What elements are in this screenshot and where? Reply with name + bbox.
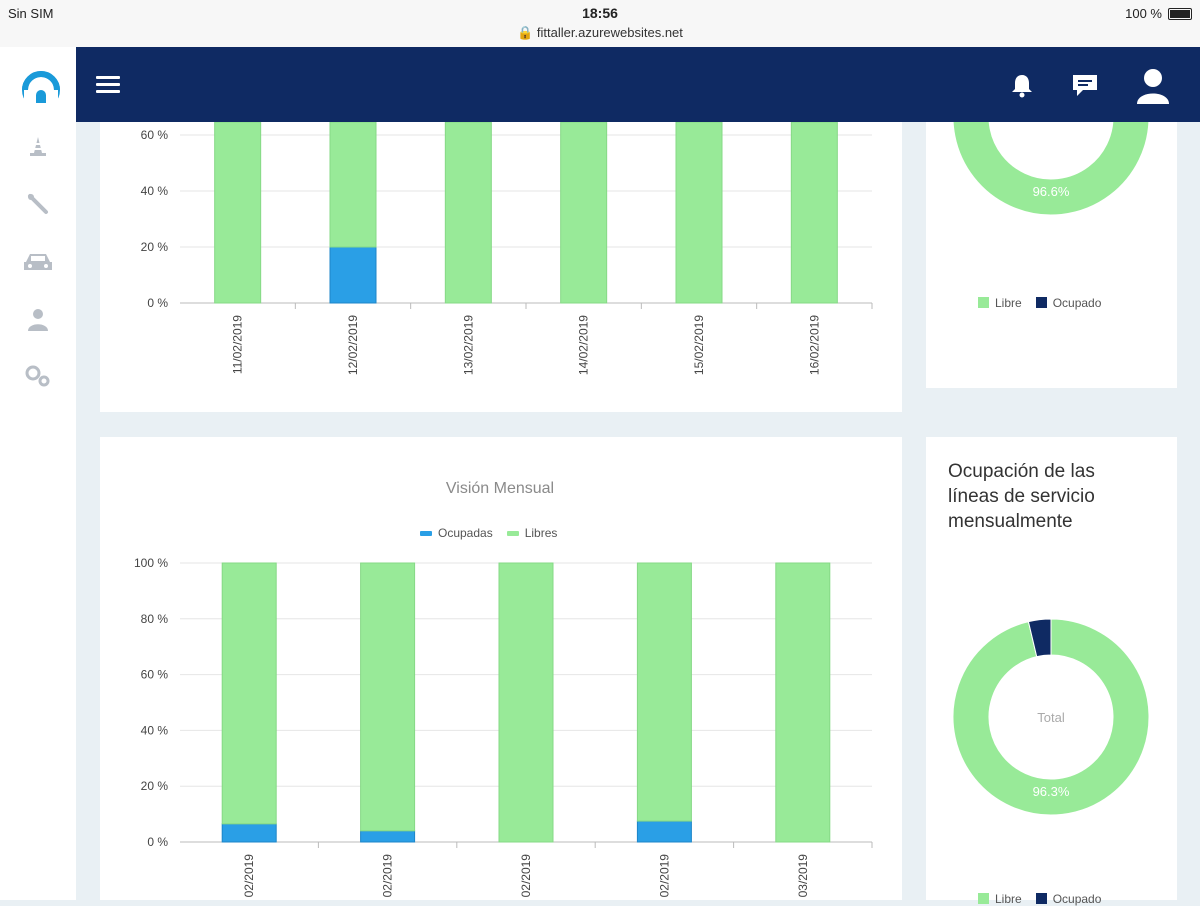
x-tick-label: 15/02/2019 [692,315,706,375]
legend-label: Libre [995,296,1022,310]
car-icon[interactable] [20,250,56,282]
bar-segment-ocupadas [221,823,277,843]
x-tick-label: 13/02/2019 [461,315,475,375]
bell-icon[interactable] [1006,69,1038,101]
weekly-donut-card: 96.6% Libre Ocupado [926,18,1177,388]
donut-center-label: Total [1037,710,1065,725]
legend-label: Ocupado [1052,892,1102,906]
sidebar [0,47,76,900]
bar-segment-ocupadas [636,820,692,843]
x-tick-label: 02/2019 [242,854,256,898]
clock: 18:56 [582,5,618,21]
legend-label: Libres [524,526,558,540]
x-tick-label: 11/02/2019 [231,315,245,374]
bar-segment-libres [444,121,492,304]
legend-label: Libre [995,892,1022,906]
status-bar: Sin SIM 18:56 🔒 fittaller.azurewebsites.… [0,0,1200,47]
y-tick-label: 60 % [141,668,169,682]
y-tick-label: 0 % [147,835,168,849]
card-title: Ocupación de las líneas de servicio mens… [948,461,1095,532]
user-icon[interactable] [1134,65,1172,105]
weekly-donut-chart: 96.6% [952,18,1150,216]
monthly-chart-card: Visión Mensual Ocupadas Libres 0 % 20 % 40 … [100,437,902,900]
legend-item-ocupadas[interactable]: Ocupadas [420,526,493,540]
tools-icon[interactable] [20,192,56,224]
y-tick-label: 20 % [141,779,169,793]
bar-segment-libres [214,121,262,304]
bar-segment-libres [360,562,416,832]
legend-item-ocupado[interactable]: Ocupado [1035,296,1102,310]
bar-segment-libres [636,562,692,822]
chart-title: Visión Mensual [445,480,555,497]
legend-item-libres[interactable]: Libres [506,526,558,540]
top-navigation-bar [76,47,1200,122]
settings-icon[interactable] [20,365,56,397]
weekly-bar-chart: 0 % 20 % 40 % 60 % 11/02/2019 12/02/2019 13/02… [141,121,873,375]
x-tick-label: 02/2019 [381,854,395,898]
bar-segment-libres [775,562,831,843]
legend-label: Ocupado [1052,296,1102,310]
bar-segment-libres [560,121,608,304]
bar-segment-libres [221,562,277,825]
x-tick-label: 14/02/2019 [577,315,591,375]
y-tick-label: 100 % [134,556,168,570]
menu-icon[interactable] [96,76,120,94]
bar-segment-libres [329,121,377,248]
bar-segment-libres [790,121,838,304]
chat-icon[interactable] [1069,69,1101,101]
legend-item-ocupado[interactable]: Ocupado [1035,892,1102,906]
y-tick-label: 0 % [147,296,168,310]
battery-icon [1168,8,1192,20]
x-tick-label: 12/02/2019 [346,315,360,375]
bar-segment-ocupadas [360,830,416,843]
y-tick-label: 40 % [141,723,169,737]
bar-segment-libres [675,121,723,304]
x-tick-label: 16/02/2019 [807,315,821,375]
donut-slice-ocupado [1027,618,1052,658]
y-tick-label: 20 % [141,240,169,254]
address-bar[interactable]: 🔒 fittaller.azurewebsites.net [517,25,683,40]
carrier-label: Sin SIM [8,6,54,21]
x-tick-label: 02/2019 [519,854,533,898]
y-tick-label: 60 % [141,128,169,142]
bar-segment-libres [498,562,554,843]
battery-label: 100 % [1125,6,1162,21]
y-tick-label: 40 % [141,184,169,198]
legend-item-libre[interactable]: Libre [978,296,1022,310]
weekly-chart-card: 0 % 20 % 40 % 60 % 11/02/2019 12/02/2019 13/02… [100,121,902,412]
donut-percent-label: 96.6% [1033,184,1070,199]
donut-slice-libre [952,618,1150,816]
monthly-bar-chart: 0 % 20 % 40 % 60 % 80 % 100 % 02/2019 02/2019 02… [134,556,873,898]
y-tick-label: 80 % [141,612,169,626]
mechanic-icon[interactable] [20,307,56,339]
x-tick-label: 03/2019 [796,854,810,898]
legend-label: Ocupadas [438,526,493,540]
monthly-donut-card: Ocupación de las líneas de servicio mens… [926,437,1177,906]
x-tick-label: 02/2019 [657,854,671,898]
url-text: fittaller.azurewebsites.net [536,25,683,40]
weekly-donut-legend: Libre Ocupado [978,296,1115,310]
donut-slice-libre [952,18,1150,216]
donut-percent-label: 96.3% [1033,784,1070,799]
monthly-chart-legend: Ocupadas Libres [420,526,571,540]
legend-item-libre[interactable]: Libre [978,892,1022,906]
monthly-donut-legend: Libre Ocupado [978,892,1115,906]
logo-icon[interactable] [22,69,60,107]
traffic-cone-icon[interactable] [20,135,56,167]
bar-segment-ocupadas [329,246,377,304]
monthly-donut-chart: Total 96.3% [952,618,1150,816]
